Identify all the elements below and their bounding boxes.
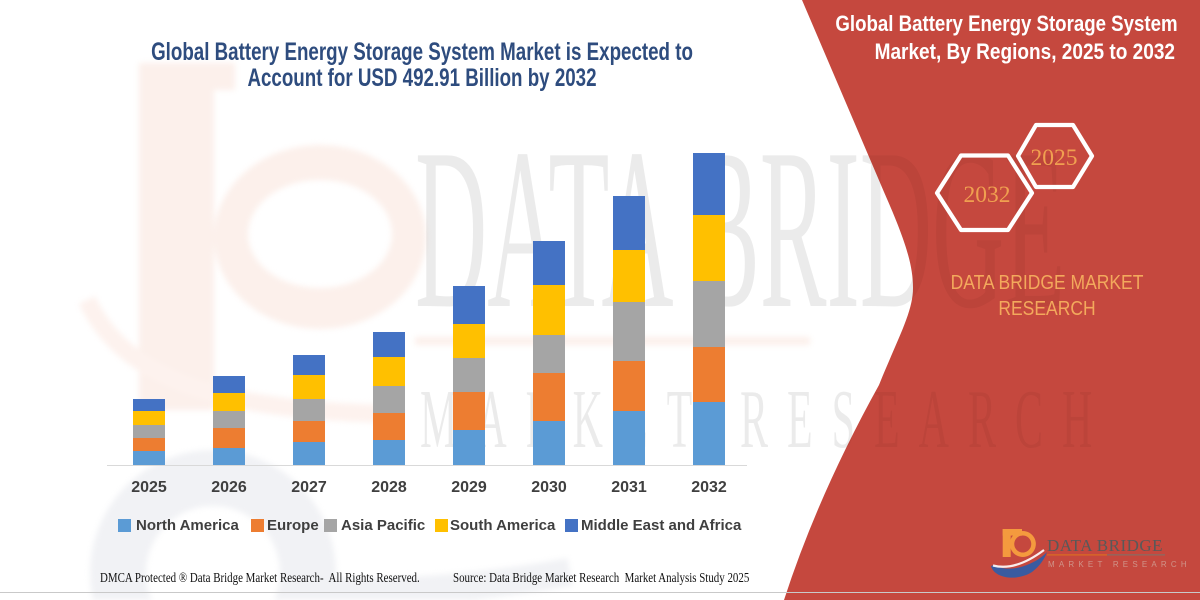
svg-text:2032: 2032 — [964, 182, 1011, 208]
svg-text:2025: 2025 — [1031, 145, 1078, 171]
svg-text:DATA BRIDGE: DATA BRIDGE — [415, 102, 1065, 356]
svg-text:MARKET RESEARCH: MARKET RESEARCH — [1048, 560, 1191, 569]
svg-text:DATA BRIDGE: DATA BRIDGE — [1047, 536, 1163, 555]
svg-text:MARKET RESEARCH: MARKET RESEARCH — [420, 374, 1111, 466]
